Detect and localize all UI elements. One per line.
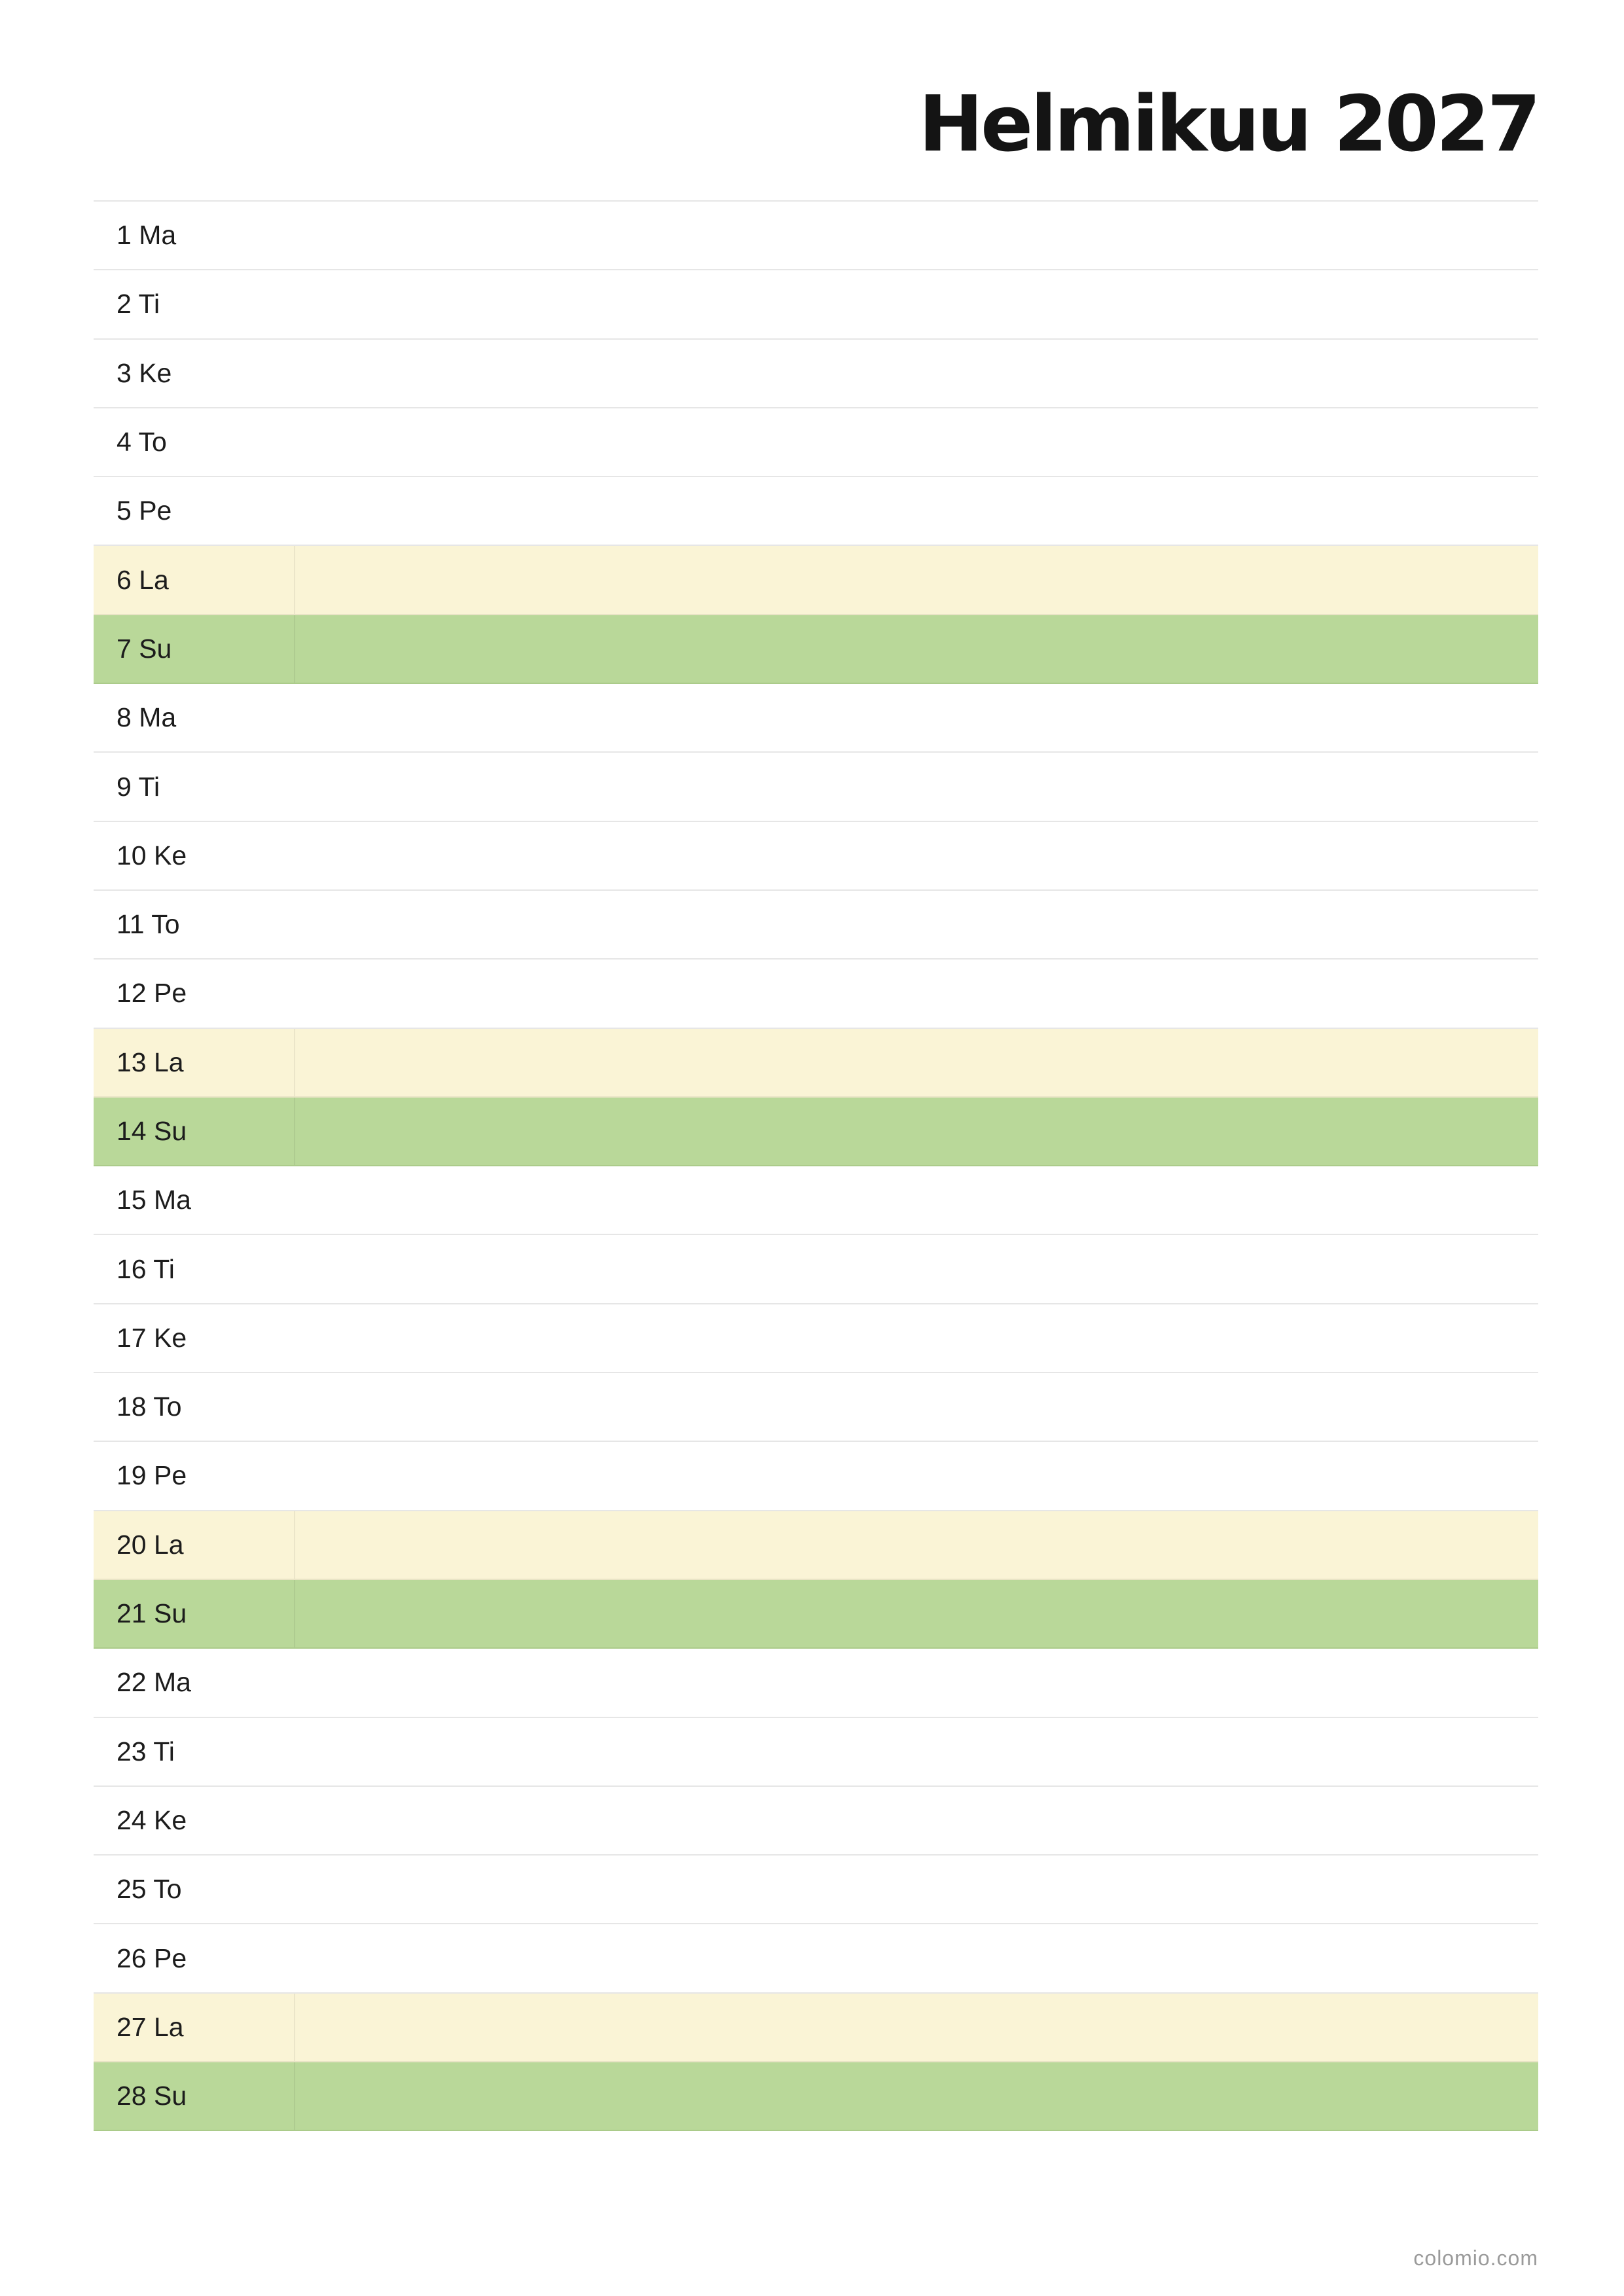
day-label: 12 Pe [117, 978, 187, 1009]
day-row-weekday: 16 Ti [94, 1235, 1538, 1304]
day-label: 26 Pe [117, 1943, 187, 1973]
day-notes-cell [295, 1718, 1538, 1785]
day-notes-cell [295, 1166, 1538, 1234]
calendar-table: 1 Ma 2 Ti 3 Ke 4 To 5 Pe 6 La 7 Su 8 Ma 9 Ti 10 K… [94, 200, 1538, 2132]
day-row-sunday: 14 Su [94, 1097, 1538, 1167]
day-row-weekday: 10 Ke [94, 822, 1538, 891]
day-row-sunday: 7 Su [94, 615, 1538, 685]
day-row-weekday: 4 To [94, 408, 1538, 478]
day-notes-cell [295, 1649, 1538, 1716]
day-label: 1 Ma [117, 220, 177, 251]
day-label: 5 Pe [117, 495, 172, 526]
footer-credit: colomio.com [1413, 2246, 1538, 2270]
day-notes-cell [295, 822, 1538, 889]
day-label: 3 Ke [117, 357, 172, 388]
day-row-weekday: 1 Ma [94, 202, 1538, 271]
day-notes-cell [295, 891, 1538, 958]
day-notes-cell [295, 1787, 1538, 1854]
day-label: 25 To [117, 1874, 182, 1905]
day-row-weekday: 5 Pe [94, 477, 1538, 547]
day-label: 7 Su [94, 615, 295, 683]
day-notes-cell [295, 753, 1538, 820]
day-label: 2 Ti [117, 289, 160, 319]
day-notes-cell [295, 1511, 1538, 1579]
day-row-saturday: 13 La [94, 1028, 1538, 1098]
day-label: 21 Su [94, 1579, 295, 1648]
day-row-weekday: 9 Ti [94, 753, 1538, 822]
day-notes-cell [295, 1994, 1538, 2061]
day-notes-cell [295, 684, 1538, 751]
day-label: 18 To [117, 1391, 182, 1422]
day-notes-cell [295, 2062, 1538, 2130]
day-row-weekday: 19 Pe [94, 1442, 1538, 1511]
day-row-saturday: 6 La [94, 546, 1538, 615]
day-notes-cell [295, 202, 1538, 269]
day-label: 11 To [117, 909, 180, 940]
day-label: 14 Su [94, 1097, 295, 1166]
day-row-weekday: 18 To [94, 1373, 1538, 1443]
day-notes-cell [295, 340, 1538, 407]
day-notes-cell [295, 1856, 1538, 1923]
day-notes-cell [295, 615, 1538, 683]
day-label: 16 Ti [117, 1253, 175, 1284]
day-row-weekday: 2 Ti [94, 270, 1538, 340]
day-label: 9 Ti [117, 771, 160, 802]
day-notes-cell [295, 1235, 1538, 1302]
day-label: 23 Ti [117, 1736, 175, 1767]
day-label: 13 La [94, 1028, 295, 1096]
day-row-saturday: 27 La [94, 1993, 1538, 2063]
day-notes-cell [295, 960, 1538, 1027]
day-notes-cell [295, 408, 1538, 476]
day-row-weekday: 24 Ke [94, 1787, 1538, 1856]
day-label: 22 Ma [117, 1667, 191, 1698]
day-row-weekday: 23 Ti [94, 1718, 1538, 1787]
day-row-weekday: 3 Ke [94, 340, 1538, 408]
day-notes-cell [295, 477, 1538, 545]
day-label: 28 Su [94, 2062, 295, 2130]
day-row-sunday: 28 Su [94, 2062, 1538, 2132]
day-notes-cell [295, 1098, 1538, 1165]
day-notes-cell [295, 546, 1538, 613]
day-notes-cell [295, 270, 1538, 338]
day-row-weekday: 12 Pe [94, 960, 1538, 1029]
day-label: 8 Ma [117, 702, 177, 733]
day-notes-cell [295, 1580, 1538, 1647]
day-notes-cell [295, 1373, 1538, 1441]
day-notes-cell [295, 1029, 1538, 1096]
day-label: 10 Ke [117, 840, 187, 870]
day-notes-cell [295, 1442, 1538, 1509]
day-label: 15 Ma [117, 1185, 191, 1215]
day-row-sunday: 21 Su [94, 1579, 1538, 1649]
day-label: 24 Ke [117, 1804, 187, 1835]
day-row-saturday: 20 La [94, 1511, 1538, 1580]
day-row-weekday: 25 To [94, 1856, 1538, 1925]
day-row-weekday: 8 Ma [94, 684, 1538, 753]
day-row-weekday: 15 Ma [94, 1166, 1538, 1236]
day-label: 20 La [94, 1511, 295, 1579]
day-notes-cell [295, 1304, 1538, 1372]
day-row-weekday: 22 Ma [94, 1649, 1538, 1718]
day-label: 17 Ke [117, 1322, 187, 1353]
page-title: Helmikuu 2027 [918, 79, 1541, 169]
day-label: 6 La [94, 546, 295, 614]
day-notes-cell [295, 1924, 1538, 1992]
day-label: 19 Pe [117, 1460, 187, 1491]
day-row-weekday: 26 Pe [94, 1924, 1538, 1994]
day-label: 4 To [117, 427, 167, 457]
day-label: 27 La [94, 1993, 295, 2062]
day-row-weekday: 17 Ke [94, 1304, 1538, 1374]
day-row-weekday: 11 To [94, 891, 1538, 960]
